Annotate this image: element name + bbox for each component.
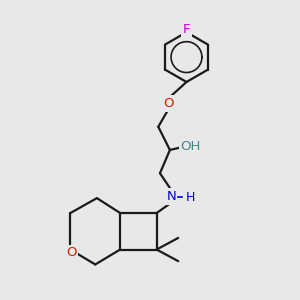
Text: F: F [183,23,190,36]
Text: H: H [185,191,195,204]
Text: N: N [167,190,176,203]
Text: O: O [163,97,173,110]
Text: OH: OH [180,140,201,152]
Text: O: O [66,246,76,260]
